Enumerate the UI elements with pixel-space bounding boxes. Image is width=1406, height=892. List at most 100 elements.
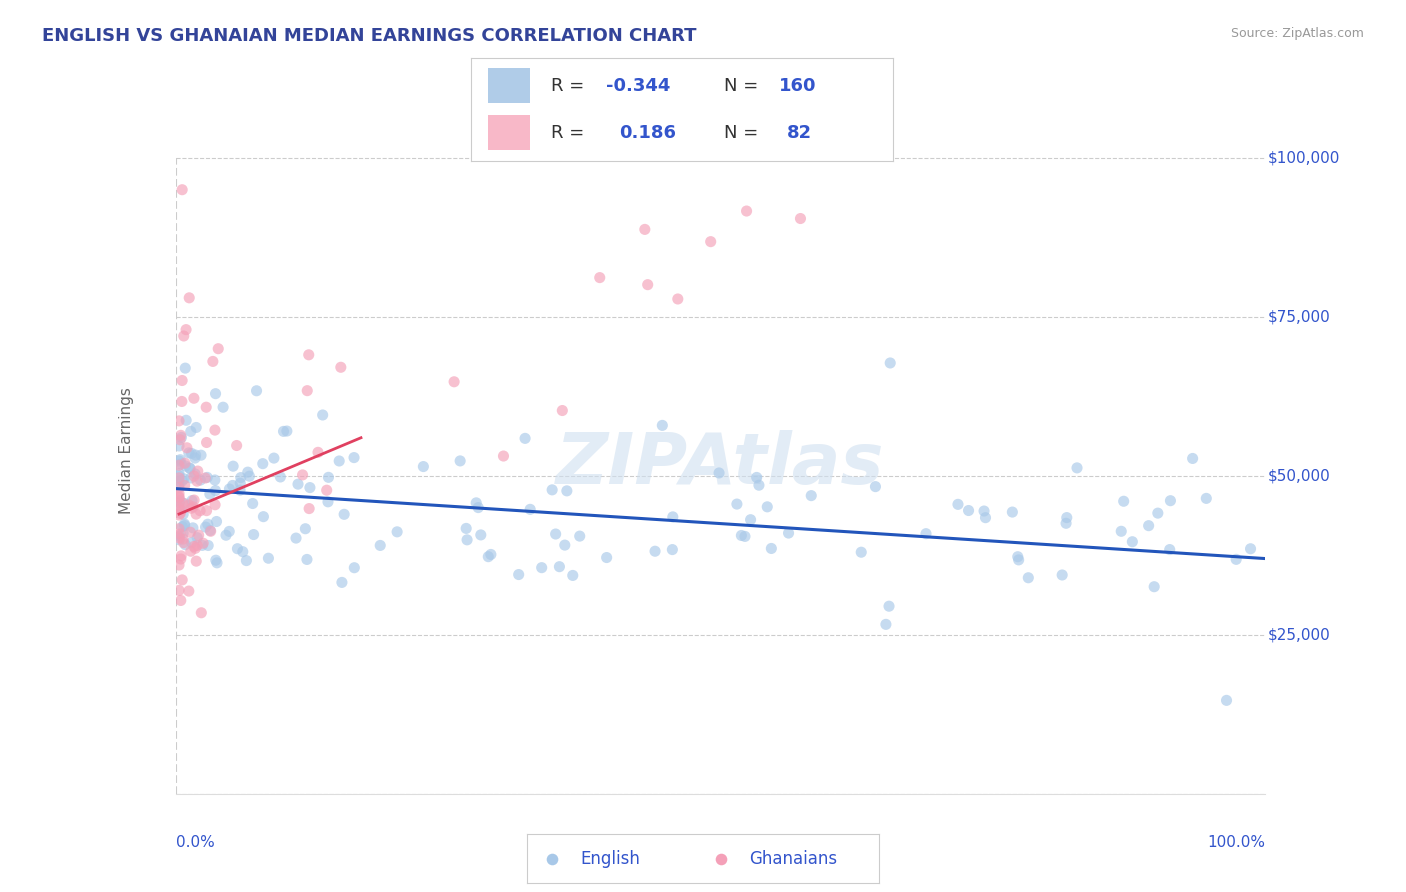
Point [197,517,219,532]
Text: Median Earnings: Median Earnings [120,387,134,514]
Point [172,374,194,388]
Point [761,541,783,556]
Point [287,477,309,491]
Point [297,384,319,398]
Point [195,503,218,517]
Point [180,425,202,439]
Point [973,504,995,518]
Point [307,445,329,459]
Point [167,491,190,505]
Point [1225,552,1247,566]
Point [1001,505,1024,519]
Point [170,394,193,409]
Point [172,496,194,510]
Point [328,454,350,468]
Point [555,483,578,498]
Point [800,489,823,503]
Text: 100.0%: 100.0% [1208,835,1265,850]
Point [1066,461,1088,475]
Point [195,470,218,484]
Point [167,508,190,522]
Point [1112,494,1135,508]
Point [167,481,190,495]
Point [554,538,576,552]
Point [180,471,202,485]
Point [170,430,193,444]
Point [1007,549,1029,564]
Point [456,521,478,535]
Point [194,471,217,485]
Point [167,531,190,545]
Point [173,496,195,510]
Point [725,497,748,511]
Point [198,487,221,501]
Point [707,466,730,480]
Point [186,538,208,552]
Point [756,500,779,514]
Point [179,291,201,305]
Text: $75,000: $75,000 [1268,310,1330,325]
Point [229,476,252,491]
Point [789,211,811,226]
Point [173,535,195,549]
Point [169,452,191,467]
Point [177,446,200,460]
Text: N =: N = [724,124,770,142]
Point [184,541,207,556]
Point [204,553,226,567]
Point [167,471,190,485]
Point [974,510,997,524]
Point [651,418,673,433]
Point [190,448,212,462]
Point [238,469,260,483]
Point [879,356,901,370]
Point [551,403,574,417]
Point [226,541,249,556]
Point [173,478,195,492]
Point [184,467,207,481]
Point [298,348,321,362]
Point [179,461,201,475]
Point [172,520,194,534]
Point [273,425,295,439]
Point [180,544,202,558]
Point [1195,491,1218,506]
Point [412,459,434,474]
Point [865,480,887,494]
Point [252,457,274,471]
Point [169,433,191,447]
Text: $100,000: $100,000 [1268,151,1340,165]
Text: -0.344: -0.344 [606,77,671,95]
Point [183,391,205,405]
Point [519,502,541,516]
Text: R =: R = [551,77,591,95]
Point [298,501,321,516]
Point [291,467,314,482]
Point [385,524,408,539]
Point [294,522,316,536]
Point [541,483,564,497]
Point [170,428,193,442]
Point [167,496,190,510]
Point [184,448,207,462]
Point [479,548,502,562]
Point [1007,553,1029,567]
Point [946,497,969,511]
Point [544,527,567,541]
Point [195,401,218,415]
Point [188,504,211,518]
Point [513,431,536,445]
Text: 82: 82 [787,124,813,142]
Point [735,204,758,219]
Point [180,535,202,549]
Point [195,435,218,450]
Text: Source: ZipAtlas.com: Source: ZipAtlas.com [1230,27,1364,40]
Point [204,386,226,401]
Point [167,467,190,481]
Point [851,545,873,559]
Point [745,470,768,484]
Point [201,354,224,368]
Point [730,528,752,542]
Point [167,477,190,491]
Point [191,538,214,552]
